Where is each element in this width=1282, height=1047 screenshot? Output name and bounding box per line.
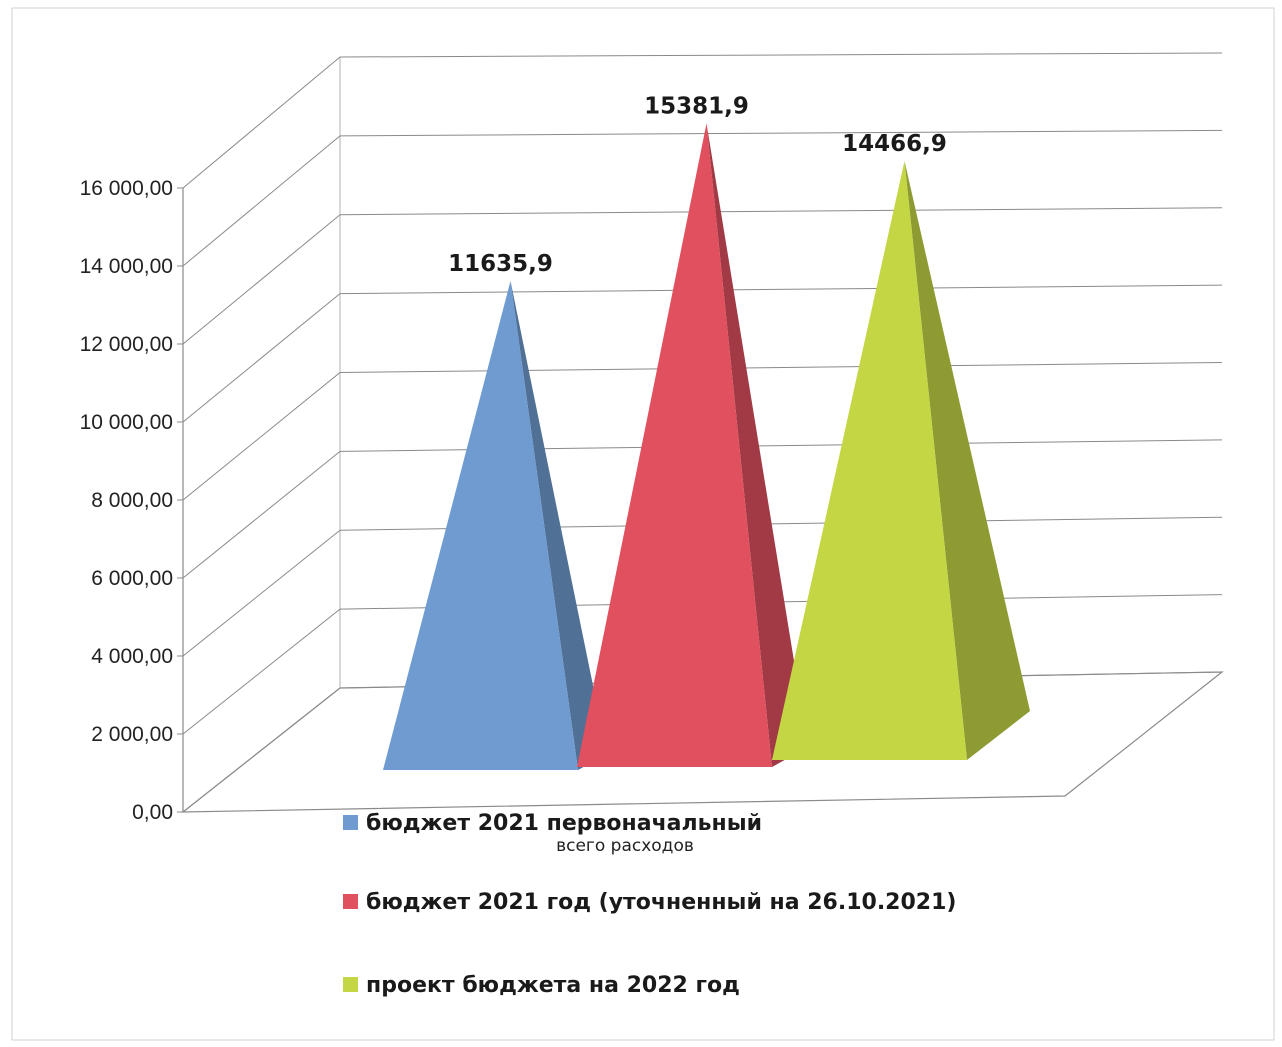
pyramid-side-2 — [706, 123, 808, 767]
gridline-back — [339, 362, 1223, 373]
gridline-side — [182, 293, 341, 423]
y-tick-label: 6 000,00 — [91, 567, 173, 590]
pyramids-layer — [383, 123, 1030, 770]
y-tick-label: 14 000,00 — [80, 255, 173, 278]
y-tick-label: 16 000,00 — [80, 177, 173, 200]
legend-swatch-3 — [343, 977, 358, 992]
gridline-back — [339, 129, 1223, 137]
gridline-side — [182, 450, 341, 579]
legend-label-2: бюджет 2021 год (уточненный на 26.10.202… — [366, 890, 956, 915]
pyramid-2 — [577, 123, 772, 767]
gridline-back — [339, 52, 1223, 58]
gridline-side — [182, 372, 341, 501]
gridline-side — [182, 135, 341, 267]
y-tick-label: 8 000,00 — [91, 489, 173, 512]
gridline-side — [182, 687, 341, 813]
y-axis-tick-labels: 0,00 2 000,00 4 000,00 6 000,00 8 000,00 10 0… — [80, 177, 173, 824]
legend-swatch-2 — [343, 894, 358, 909]
pyramid-side-1 — [510, 280, 607, 770]
y-tick-label: 10 000,00 — [80, 411, 173, 434]
legend-swatch-1 — [343, 815, 358, 830]
legend-label-3: проект бюджета на 2022 год — [366, 973, 740, 998]
gridline-side — [182, 529, 341, 657]
y-tick-label: 2 000,00 — [91, 723, 173, 746]
gridline-side — [182, 608, 341, 735]
data-label-2: 15381,9 — [644, 93, 749, 119]
x-category-label: всего расходов — [556, 836, 694, 856]
y-tick-label: 0,00 — [132, 801, 173, 824]
gridline-back — [339, 284, 1223, 295]
pyramid-side-3 — [904, 160, 1030, 760]
legend-label-1: бюджет 2021 первоначальный — [366, 811, 762, 836]
gridline-side — [182, 214, 341, 345]
pyramid-3 — [772, 160, 967, 760]
legend: бюджет 2021 первоначальный бюджет 2021 го… — [343, 811, 956, 998]
y-tick-label: 12 000,00 — [80, 333, 173, 356]
data-label-3: 14466,9 — [842, 131, 947, 157]
pyramid-1 — [383, 280, 578, 770]
y-tick-label: 4 000,00 — [91, 645, 173, 668]
data-label-1: 11635,9 — [448, 251, 553, 277]
chart-frame — [11, 7, 1275, 1041]
gridline-back — [339, 207, 1223, 216]
gridline-side — [182, 56, 341, 189]
data-labels-layer: 11635,9 15381,9 14466,9 — [448, 93, 947, 277]
